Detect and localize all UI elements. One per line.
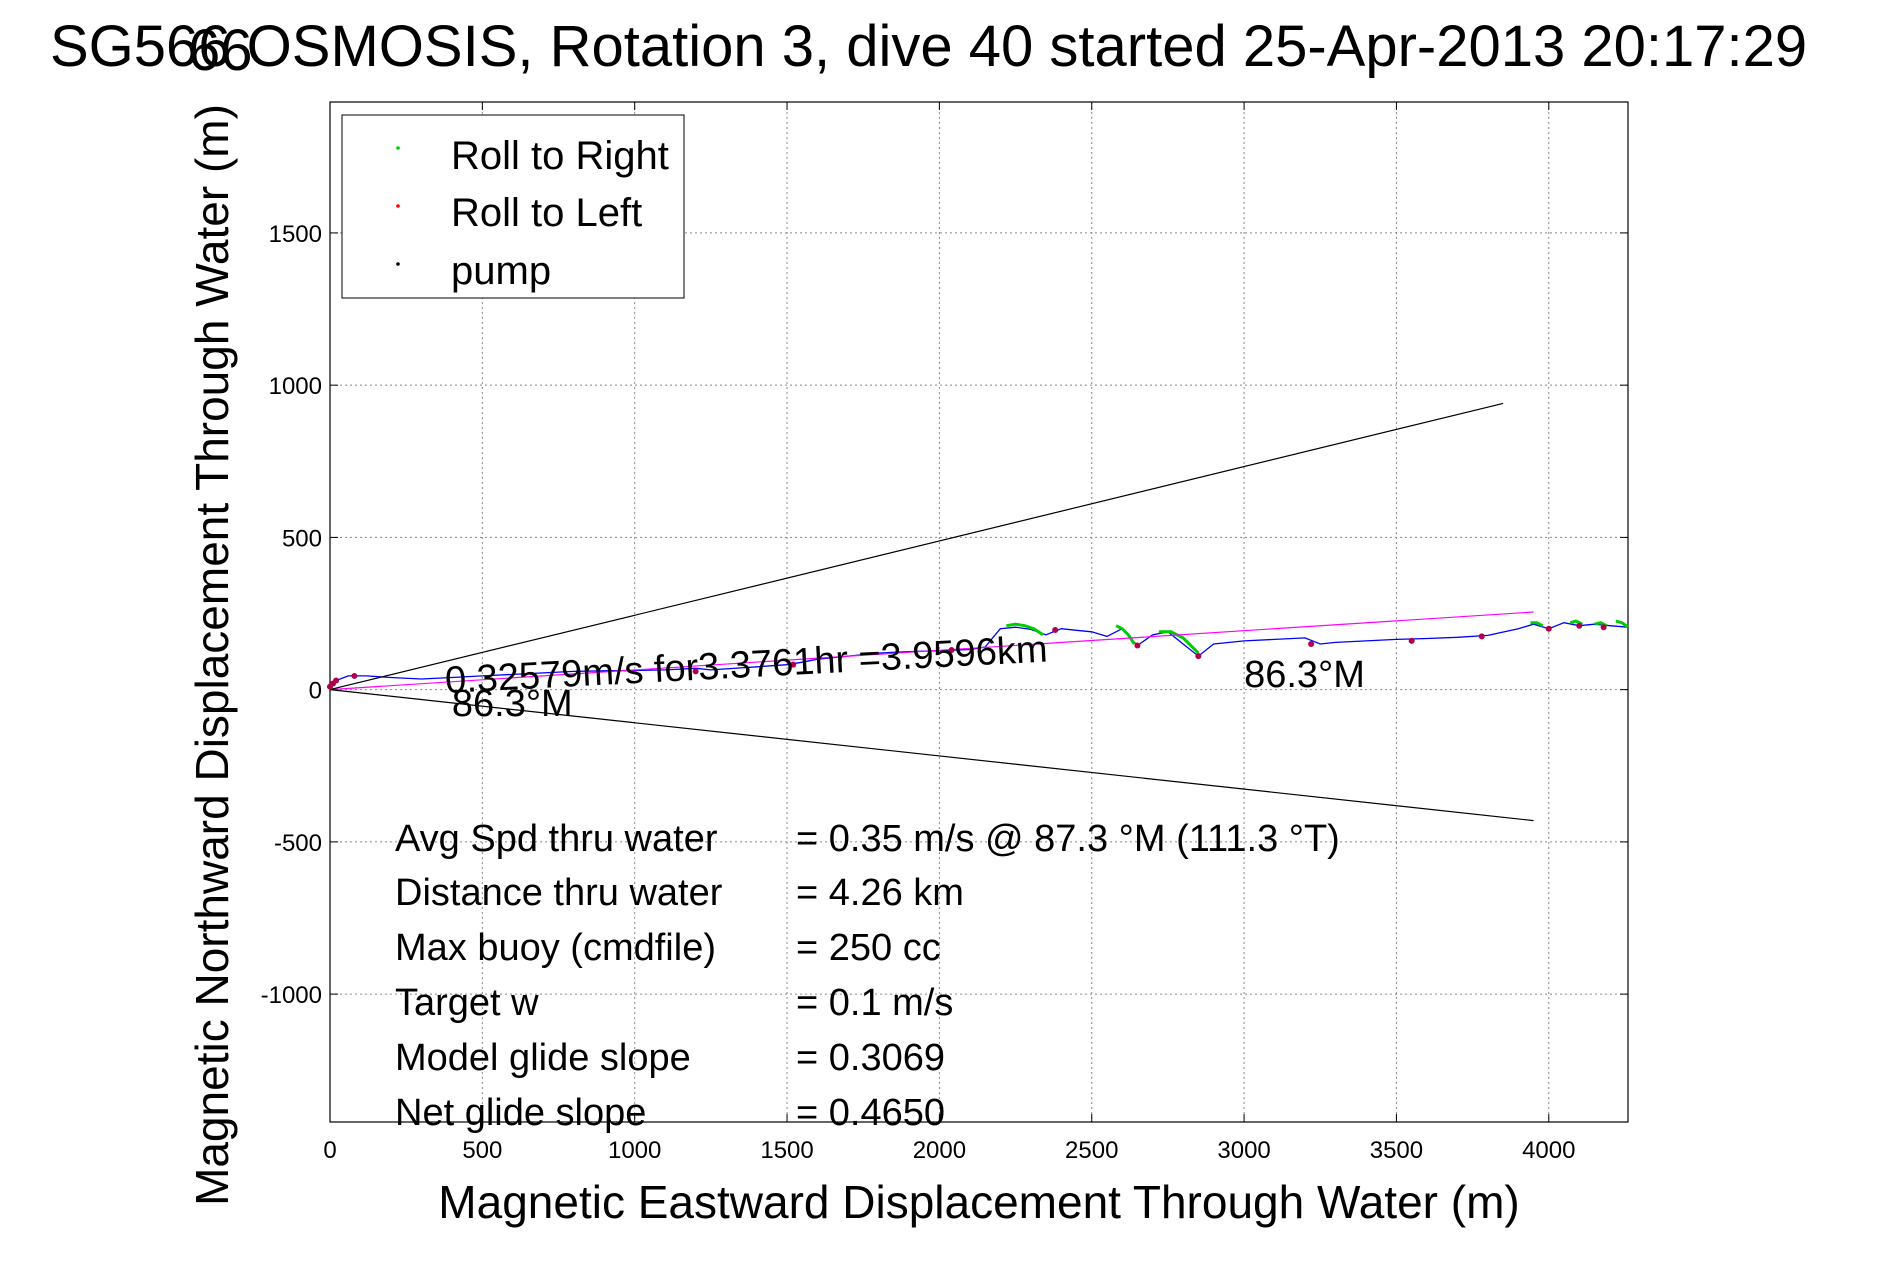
legend-marker-roll-left	[396, 204, 400, 208]
stat-value-net-glide: = 0.4650	[796, 1092, 945, 1134]
series-line-green-segments	[1615, 619, 1629, 629]
legend-marker-pump	[396, 262, 400, 266]
x-tick-label: 1000	[608, 1137, 661, 1164]
y-axis-label: Magnetic Northward Displacement Through …	[186, 104, 238, 1206]
stat-label-model-glide: Model glide slope	[395, 1037, 691, 1079]
series-line-cone-lower	[329, 689, 1534, 822]
marker-layer	[327, 622, 1607, 690]
pump-point	[1408, 637, 1415, 644]
pump-point	[333, 677, 340, 684]
legend-label-pump: pump	[451, 249, 551, 293]
legend-label-roll-left: Roll to Left	[451, 191, 642, 235]
series-line-trend	[329, 611, 1534, 691]
legend: Roll to Right Roll to Left pump	[341, 114, 685, 299]
stat-label-net-glide: Net glide slope	[395, 1092, 646, 1134]
pump-point	[1195, 653, 1202, 660]
legend-label-roll-right: Roll to Right	[451, 134, 669, 178]
stat-label-max-buoy: Max buoy (cmdfile)	[395, 927, 716, 969]
chart-title: SG566 OSMOSIS, Rotation 3, dive 40 start…	[50, 14, 1807, 79]
series-line-green-segments	[1115, 624, 1136, 645]
axis-ticks: 0 500 1000 1500 2000 2500 3000 3500 4000 -1000 -50…	[261, 102, 1628, 1164]
x-tick-label: 500	[462, 1137, 502, 1164]
x-tick-label: 1500	[760, 1137, 813, 1164]
stat-label-target-w: Target w	[395, 982, 539, 1024]
stat-value-distance: = 4.26 km	[796, 872, 964, 914]
pump-point	[1308, 640, 1315, 647]
x-tick-label: 2000	[913, 1137, 966, 1164]
pump-point	[1576, 622, 1583, 629]
series-layer	[329, 402, 1629, 822]
pump-point	[1478, 633, 1485, 640]
pump-point	[1134, 642, 1141, 649]
y-tick-label: -1000	[261, 982, 322, 1009]
stat-label-avg-speed: Avg Spd thru water	[395, 818, 718, 860]
x-tick-label: 4000	[1522, 1137, 1575, 1164]
y-tick-label: 500	[282, 525, 322, 552]
stat-value-model-glide: = 0.3069	[796, 1037, 945, 1079]
stats-block: Avg Spd thru water = 0.35 m/s @ 87.3 °M …	[395, 818, 1340, 1134]
stat-label-distance: Distance thru water	[395, 872, 723, 914]
x-tick-label: 3500	[1370, 1137, 1423, 1164]
legend-marker-roll-right	[396, 146, 400, 150]
pump-point	[692, 668, 699, 675]
x-tick-label: 2500	[1065, 1137, 1118, 1164]
pump-point	[1052, 626, 1059, 633]
stat-value-max-buoy: = 250 cc	[796, 927, 941, 969]
annotation-text: 86.3°M	[1244, 654, 1365, 696]
series-line-green-segments	[1006, 622, 1044, 637]
y-tick-label: 1000	[269, 373, 322, 400]
annotation-text: 86.3°M	[452, 683, 573, 725]
legend-box	[341, 114, 685, 299]
y-tick-label: 0	[309, 678, 322, 705]
pump-point	[948, 647, 955, 654]
y-tick-label: -500	[274, 830, 322, 857]
series-line-green-segments	[1530, 621, 1544, 628]
y-tick-label: 1500	[269, 221, 322, 248]
x-tick-label: 0	[323, 1137, 336, 1164]
stat-value-target-w: = 0.1 m/s	[796, 982, 953, 1024]
series-line-cone-upper	[329, 402, 1504, 691]
stat-value-avg-speed: = 0.35 m/s @ 87.3 °M (111.3 °T)	[796, 818, 1340, 860]
pump-point	[1545, 625, 1552, 632]
x-tick-label: 3000	[1217, 1137, 1270, 1164]
x-axis-label: Magnetic Eastward Displacement Through W…	[438, 1176, 1519, 1228]
pump-point	[351, 672, 358, 679]
title-overlay: 66	[188, 18, 253, 83]
pump-point	[790, 661, 797, 668]
pump-point	[1600, 624, 1607, 631]
